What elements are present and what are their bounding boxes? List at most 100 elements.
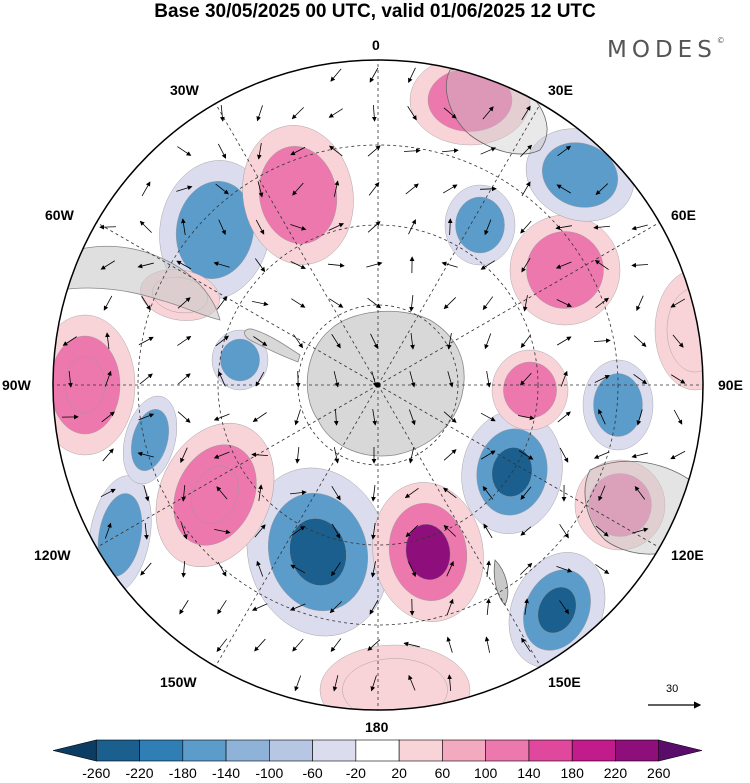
wind-vector xyxy=(408,447,415,464)
wind-vector xyxy=(408,561,416,577)
wind-vector xyxy=(141,181,151,197)
wind-vector xyxy=(446,333,452,350)
wind-vector xyxy=(447,218,453,236)
wind-vector xyxy=(138,413,155,421)
colorbar-swatch xyxy=(312,739,357,762)
wind-vector xyxy=(331,334,341,349)
wind-vector xyxy=(633,373,648,385)
wind-vector xyxy=(634,485,646,500)
wind-vector xyxy=(329,145,343,157)
wind-vector xyxy=(560,370,568,387)
wind-vector xyxy=(253,336,268,346)
wind-vector xyxy=(290,490,307,495)
wind-vector xyxy=(328,108,343,118)
wind-vector xyxy=(331,562,341,577)
wind-vector xyxy=(370,675,377,692)
wind-vector xyxy=(408,409,416,426)
lon-label-120w: 120W xyxy=(34,547,71,563)
wind-vector xyxy=(252,412,267,422)
wind-vector xyxy=(446,636,453,653)
wind-vector xyxy=(671,374,686,384)
wind-vector xyxy=(179,600,189,615)
wind-vector xyxy=(177,336,192,346)
anomaly-contour xyxy=(503,361,557,419)
wind-vector xyxy=(636,409,643,426)
anomaly-contour xyxy=(175,181,255,279)
wind-vector xyxy=(257,181,264,198)
wind-vector xyxy=(486,560,491,577)
wind-vector xyxy=(484,219,492,236)
wind-vector xyxy=(144,523,149,540)
wind-vector xyxy=(672,334,684,348)
wind-vector xyxy=(290,261,306,269)
south-america-landmass xyxy=(59,245,221,321)
colorbar-swatch xyxy=(658,739,703,762)
wind-vector xyxy=(329,298,344,308)
wind-vector xyxy=(409,295,414,312)
wind-vector xyxy=(332,675,339,692)
wind-vector xyxy=(520,220,532,234)
south-pole-marker xyxy=(375,382,381,388)
wind-vector xyxy=(595,183,609,196)
wind-vector xyxy=(557,145,572,157)
wind-vector xyxy=(176,260,192,270)
wind-vectors xyxy=(61,67,686,692)
wind-vector xyxy=(522,295,528,312)
wind-vector xyxy=(595,525,609,537)
anomaly-contour xyxy=(342,658,448,710)
wind-vector xyxy=(447,371,454,388)
latitude-circle xyxy=(217,224,539,546)
wind-vector xyxy=(176,185,193,192)
wind-vector xyxy=(213,261,230,268)
wind-vector xyxy=(484,333,492,350)
wind-vector xyxy=(443,487,457,499)
wind-vector xyxy=(405,525,419,538)
wind-vector xyxy=(139,373,153,385)
wind-vector xyxy=(213,451,230,459)
wind-vector xyxy=(252,300,269,307)
wind-vector xyxy=(631,224,648,231)
wind-vector xyxy=(443,107,457,119)
meridian-line xyxy=(215,103,379,386)
anomaly-contour xyxy=(220,338,260,382)
wind-vector xyxy=(368,182,380,196)
wind-vector xyxy=(598,485,606,502)
logo-text: MODES xyxy=(607,37,717,63)
wind-vector xyxy=(137,262,154,269)
meridian-line xyxy=(377,384,541,667)
colorbar-tick-label: 260 xyxy=(647,765,671,781)
wind-vector xyxy=(137,451,154,458)
wind-vector xyxy=(331,523,341,539)
wind-vector xyxy=(333,180,340,197)
wind-vector xyxy=(139,220,152,233)
wind-vector xyxy=(258,484,263,501)
colorbar-tick-label: -20 xyxy=(345,765,366,781)
wind-vector xyxy=(520,486,532,500)
wind-vector xyxy=(446,560,454,577)
colorbar-tick-label: -100 xyxy=(255,765,284,781)
anomaly-contour xyxy=(191,466,239,524)
wind-vector xyxy=(100,260,115,270)
wind-vector xyxy=(633,335,647,348)
wind-vector xyxy=(217,561,227,577)
wind-vector xyxy=(289,603,306,611)
wind-vector xyxy=(327,263,345,268)
wind-vector xyxy=(367,639,381,651)
wind-vector xyxy=(181,484,186,502)
colorbar-tick-label: -60 xyxy=(302,765,323,781)
lon-label-0: 0 xyxy=(372,37,380,53)
colorbar-swatch xyxy=(139,739,184,762)
wind-vector xyxy=(105,332,110,349)
wind-vector xyxy=(367,297,382,309)
colorbar-tick-label: 140 xyxy=(517,765,541,781)
wind-vector xyxy=(594,375,610,383)
wind-vector xyxy=(480,412,496,422)
meridian-line xyxy=(96,222,379,386)
wind-vector xyxy=(291,107,304,120)
wind-vector xyxy=(559,600,570,615)
wind-vector xyxy=(143,485,150,502)
wind-vector xyxy=(593,451,610,459)
wind-vector xyxy=(177,411,191,423)
wind-vector xyxy=(181,218,186,235)
